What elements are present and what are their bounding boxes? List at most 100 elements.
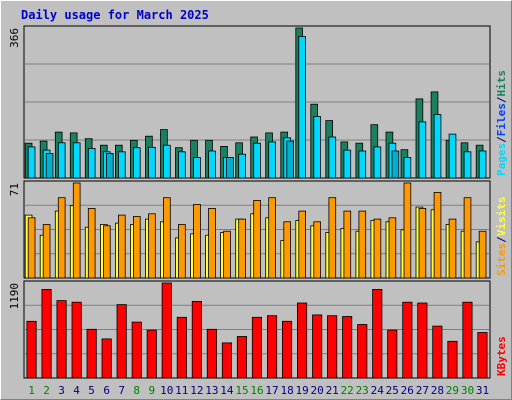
day-label-6: 6 xyxy=(103,384,110,397)
legend-kbytes: KBytes xyxy=(495,336,508,376)
bar-sites-22 xyxy=(343,210,352,279)
panel-kbytes: 1190 KBytes xyxy=(8,280,508,379)
legend-entry: / xyxy=(495,136,508,143)
day-label-18: 18 xyxy=(280,384,293,397)
day-label-28: 28 xyxy=(431,384,444,397)
bar-files-21 xyxy=(328,136,337,179)
day-label-29: 29 xyxy=(446,384,459,397)
bar-kbytes-14 xyxy=(221,342,233,379)
bar-sites-23 xyxy=(358,210,367,279)
bar-sites-4 xyxy=(72,182,81,279)
day-label-26: 26 xyxy=(401,384,414,397)
day-label-15: 15 xyxy=(235,384,248,397)
bar-sites-2 xyxy=(42,224,51,279)
y-max-label: 366 xyxy=(8,28,21,48)
day-label-11: 11 xyxy=(175,384,188,397)
bar-files-29 xyxy=(448,133,457,179)
legend-entry: Hits xyxy=(495,70,508,97)
bar-sites-29 xyxy=(448,218,457,279)
bar-files-24 xyxy=(373,146,382,179)
bar-kbytes-26 xyxy=(402,301,413,379)
bar-pages-14 xyxy=(226,157,234,179)
bar-kbytes-27 xyxy=(417,302,428,379)
bar-files-5 xyxy=(87,148,96,179)
bar-files-9 xyxy=(148,146,156,179)
bar-kbytes-31 xyxy=(477,332,488,379)
bar-sites-18 xyxy=(283,221,291,279)
day-label-31: 31 xyxy=(476,384,489,397)
legend-entry: KBytes xyxy=(495,336,508,376)
bar-kbytes-12 xyxy=(191,300,202,379)
bar-files-11 xyxy=(178,151,186,179)
bar-kbytes-9 xyxy=(146,329,157,379)
bar-files-16 xyxy=(253,142,261,179)
bar-sites-20 xyxy=(313,221,321,279)
day-label-10: 10 xyxy=(160,384,173,397)
legend-hits-files-pages: Pages/Files/Hits xyxy=(495,70,508,176)
bar-sites-27 xyxy=(418,207,427,279)
bar-sites-24 xyxy=(373,218,382,279)
bar-kbytes-28 xyxy=(432,325,443,379)
day-label-20: 20 xyxy=(310,384,323,397)
bar-sites-13 xyxy=(208,207,216,279)
bar-sites-21 xyxy=(328,197,337,279)
bar-sites-10 xyxy=(163,197,171,279)
bar-kbytes-24 xyxy=(372,288,383,379)
bar-kbytes-13 xyxy=(206,328,217,379)
chart-title: Daily usage for March 2025 xyxy=(21,8,209,22)
bar-kbytes-30 xyxy=(462,301,473,379)
bar-kbytes-23 xyxy=(357,324,368,379)
bar-kbytes-21 xyxy=(327,315,338,379)
bar-files-28 xyxy=(433,114,442,179)
bar-files-19 xyxy=(298,36,306,179)
day-label-5: 5 xyxy=(88,384,95,397)
bar-files-10 xyxy=(163,144,171,179)
bar-files-20 xyxy=(313,116,321,179)
day-label-24: 24 xyxy=(371,384,385,397)
bar-sites-17 xyxy=(268,197,276,279)
bar-sites-3 xyxy=(57,197,66,279)
bar-sites-5 xyxy=(87,207,96,279)
bar-kbytes-19 xyxy=(296,302,308,379)
bar-pages-25 xyxy=(391,150,400,179)
bar-files-31 xyxy=(478,150,487,179)
day-label-17: 17 xyxy=(265,384,278,397)
legend-entry: Pages xyxy=(495,143,508,176)
day-label-3: 3 xyxy=(58,384,65,397)
bar-sites-30 xyxy=(463,197,472,279)
day-label-19: 19 xyxy=(295,384,308,397)
bar-kbytes-20 xyxy=(312,314,323,379)
bar-sites-8 xyxy=(132,216,141,279)
day-labels: 1 2 3 4 5 6 7 8 9 10 11 12 13 14 15 16 17 18 19 20 21 22 23 24 2… xyxy=(28,384,489,397)
bar-pages-18 xyxy=(286,140,294,179)
bar-files-15 xyxy=(238,153,246,179)
bar-sites-11 xyxy=(178,224,186,279)
day-label-8: 8 xyxy=(133,384,140,397)
bar-sites-7 xyxy=(118,214,126,279)
bar-kbytes-6 xyxy=(101,338,112,379)
day-label-21: 21 xyxy=(326,384,339,397)
bar-kbytes-4 xyxy=(71,301,82,379)
bar-files-26 xyxy=(403,157,412,179)
day-label-23: 23 xyxy=(356,384,369,397)
day-label-9: 9 xyxy=(148,384,155,397)
bar-sites-16 xyxy=(253,199,261,279)
bar-files-23 xyxy=(358,150,367,179)
bar-kbytes-18 xyxy=(281,320,293,379)
day-label-13: 13 xyxy=(205,384,218,397)
bar-kbytes-29 xyxy=(447,340,458,379)
bar-files-17 xyxy=(268,141,276,179)
bar-files-12 xyxy=(193,157,201,179)
bar-kbytes-2 xyxy=(41,288,52,379)
bar-sites-6 xyxy=(103,225,111,279)
bar-files-4 xyxy=(72,142,81,179)
bar-pages-2 xyxy=(45,152,54,179)
day-label-16: 16 xyxy=(250,384,263,397)
day-label-1: 1 xyxy=(28,384,35,397)
day-label-27: 27 xyxy=(416,384,429,397)
day-label-14: 14 xyxy=(220,384,234,397)
bar-files-7 xyxy=(118,151,126,179)
bar-files-3 xyxy=(57,142,66,179)
bar-kbytes-1 xyxy=(26,320,37,379)
